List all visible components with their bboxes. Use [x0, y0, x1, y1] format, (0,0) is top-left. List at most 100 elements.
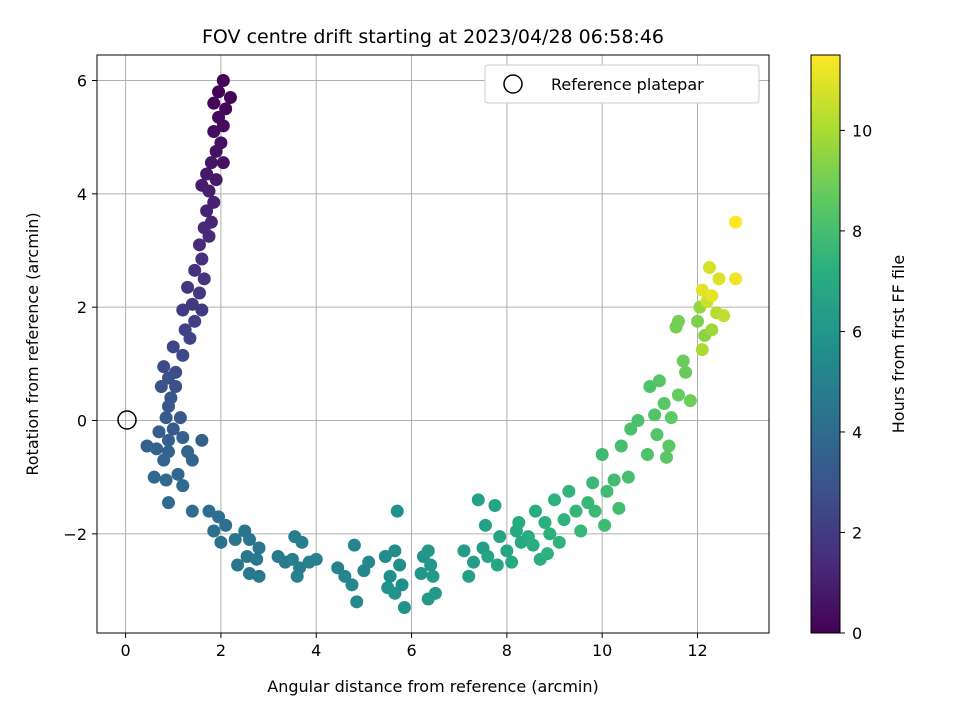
data-point	[202, 504, 216, 518]
data-point	[657, 397, 671, 410]
data-point	[652, 374, 666, 388]
data-point	[176, 348, 190, 362]
data-point	[216, 74, 230, 87]
data-point	[526, 538, 540, 552]
data-point	[512, 516, 526, 529]
colorbar-tick-label: 10	[852, 121, 872, 140]
data-point	[252, 569, 266, 583]
data-point	[204, 156, 218, 170]
data-point	[309, 552, 323, 566]
data-point	[197, 272, 211, 286]
y-tick-label: 4	[77, 185, 87, 204]
data-point	[390, 504, 404, 518]
data-point	[505, 555, 519, 569]
data-point	[424, 558, 438, 572]
legend-marker-icon	[503, 74, 523, 94]
legend: Reference platepar	[484, 64, 760, 104]
colorbar-gradient	[810, 54, 841, 634]
y-axis-ticks: −2 0 2 4 6	[63, 72, 97, 544]
data-point	[176, 303, 190, 317]
data-point	[171, 467, 185, 481]
y-axis-label: Rotation from reference (arcmin)	[23, 212, 42, 475]
data-point	[169, 380, 183, 393]
data-point	[202, 229, 216, 243]
data-point	[362, 555, 376, 569]
data-point	[183, 331, 197, 345]
data-point	[147, 470, 161, 484]
data-point	[729, 272, 743, 286]
data-point	[378, 550, 392, 563]
data-point	[290, 569, 304, 583]
data-point	[207, 96, 221, 110]
data-point	[612, 501, 626, 515]
data-point	[192, 238, 206, 252]
data-point	[543, 527, 557, 541]
colorbar-tick-label: 0	[852, 624, 862, 643]
data-point	[212, 510, 226, 524]
data-point	[393, 558, 407, 572]
data-point	[574, 524, 588, 538]
data-point	[671, 314, 685, 328]
data-point	[490, 558, 504, 572]
x-tick-label: 4	[311, 641, 321, 660]
data-point	[195, 252, 209, 266]
data-point	[176, 431, 190, 444]
data-point	[540, 547, 554, 561]
data-point	[548, 493, 562, 507]
x-tick-label: 0	[121, 641, 131, 660]
data-point	[717, 309, 731, 323]
data-point	[345, 578, 359, 592]
data-point	[166, 340, 180, 354]
data-point	[209, 144, 223, 158]
data-point	[671, 388, 685, 402]
data-point	[493, 530, 507, 544]
data-point	[185, 297, 199, 311]
data-point	[161, 496, 175, 510]
data-point	[185, 453, 199, 467]
data-point	[159, 473, 173, 487]
data-point	[157, 453, 171, 467]
data-point	[395, 578, 409, 592]
data-point	[595, 448, 609, 461]
data-point	[231, 558, 245, 572]
data-point	[243, 533, 257, 546]
plot-frame	[96, 54, 770, 634]
data-point	[421, 592, 435, 606]
y-tick-label: 2	[77, 298, 87, 317]
data-point	[383, 569, 397, 583]
colorbar-tick-label: 8	[852, 222, 862, 241]
data-point	[598, 518, 612, 532]
data-point	[691, 314, 705, 328]
data-point	[181, 280, 195, 294]
data-point	[695, 283, 709, 297]
data-point	[219, 518, 233, 532]
data-point	[471, 493, 485, 507]
y-tick-label: 0	[77, 412, 87, 431]
data-point	[662, 439, 676, 453]
data-point	[569, 504, 583, 518]
data-point	[152, 425, 166, 439]
data-point	[660, 450, 674, 464]
data-point	[185, 504, 199, 518]
data-point	[285, 552, 299, 566]
data-point	[457, 544, 471, 558]
x-axis-label: Angular distance from reference (arcmin)	[267, 677, 598, 696]
data-point	[188, 263, 202, 277]
data-point	[161, 371, 175, 385]
colorbar-tick-label: 4	[852, 423, 862, 442]
data-point	[712, 272, 726, 286]
data-point	[586, 476, 600, 490]
data-point	[214, 535, 228, 549]
data-point	[462, 569, 476, 583]
data-point	[388, 544, 402, 558]
data-point	[207, 524, 221, 538]
y-tick-label: −2	[63, 525, 87, 544]
data-point	[467, 555, 481, 569]
data-point	[588, 504, 602, 518]
x-axis-ticks: 0 2 4 6 8 10 12	[121, 633, 708, 660]
x-tick-label: 6	[406, 641, 416, 660]
data-point	[624, 422, 638, 436]
data-point	[295, 535, 309, 549]
data-point	[648, 408, 662, 422]
data-point	[664, 411, 678, 425]
